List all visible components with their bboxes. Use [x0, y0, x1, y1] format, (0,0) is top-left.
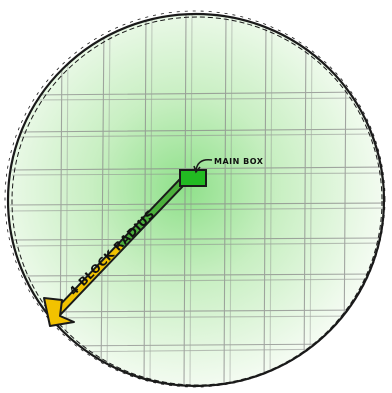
main-box-label: MAIN BOX	[214, 157, 264, 166]
main-box	[179, 169, 207, 187]
pointer-arrow-icon	[193, 165, 201, 174]
radius-area	[8, 14, 384, 386]
arrow-head-icon	[43, 297, 75, 327]
radius-outline	[4, 10, 386, 388]
main-box-pointer	[195, 158, 213, 171]
radius-arrow	[43, 177, 187, 327]
